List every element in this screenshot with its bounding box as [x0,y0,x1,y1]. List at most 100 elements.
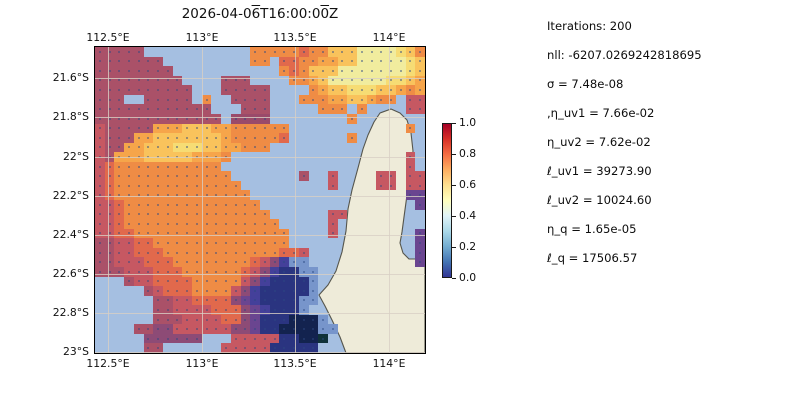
heatmap-cell [211,314,222,325]
heatmap-cell [395,75,406,86]
heatmap-cell [143,161,154,172]
heatmap-cell [250,295,260,306]
heatmap-cell [269,47,280,57]
heatmap-cell [114,75,125,86]
heatmap-cell [260,47,270,57]
heatmap-cell [211,305,222,315]
heatmap-cell [201,238,212,248]
heatmap-cell [337,47,348,57]
heatmap-cell [124,123,134,134]
heatmap-cell [298,266,309,277]
heatmap-cell [240,190,251,200]
heatmap-cell [143,75,154,86]
heatmap-cell [172,152,183,162]
heatmap-cell [95,56,105,67]
heatmap-cell [153,247,163,258]
heatmap-cell [230,133,241,143]
heatmap-cell [230,333,241,344]
heatmap-cell [221,247,231,258]
heatmap-cell [143,286,154,296]
heatmap-cell [153,66,163,76]
heatmap-cell [182,123,193,134]
heatmap-cell [182,133,193,143]
heatmap-cell [162,94,173,105]
heatmap-cell [221,305,231,315]
heatmap-cell [211,190,222,200]
heatmap-cell [230,209,241,220]
heatmap-cell [192,247,202,258]
heatmap-cell [221,190,231,200]
heatmap-cell [260,343,270,353]
heatmap-cell [308,85,319,95]
heatmap-cell [95,47,105,57]
heatmap-cell [182,113,193,124]
heatmap-cell [405,180,416,191]
heatmap-cell [250,266,260,277]
heatmap-cell [153,133,163,143]
heatmap-cell [230,123,241,134]
heatmap-cell [162,190,173,200]
heatmap-cell [230,142,241,153]
heatmap-cell [211,133,222,143]
heatmap-cell [153,295,163,306]
heatmap-cell [133,219,144,229]
heatmap-cell [182,333,193,344]
heatmap-cell [104,171,115,181]
heatmap-cell [260,104,270,114]
heatmap-cell [415,200,425,210]
heatmap-cell [124,104,134,114]
heatmap-cell [386,56,396,67]
heatmap-cell [114,219,125,229]
heatmap-cell [298,75,309,86]
heatmap-cell [357,94,367,105]
heatmap-cell [279,305,290,315]
heatmap-cell [172,190,183,200]
heatmap-cell [133,247,144,258]
heatmap-cell [124,180,134,191]
stat-line: Iterations: 200 [547,19,632,33]
heatmap-cell [260,257,270,267]
heatmap-cell [298,171,309,181]
heatmap-cell [201,295,212,306]
heatmap-cell [260,133,270,143]
heatmap-cell [269,219,280,229]
heatmap-cell [289,66,299,76]
heatmap-cell [172,94,183,105]
heatmap-cell [172,133,183,143]
heatmap-cell [153,171,163,181]
heatmap-cell [182,257,193,267]
heatmap-cell [221,209,231,220]
heatmap-cell [95,152,105,162]
heatmap-cell [182,171,193,181]
heatmap-cell [269,276,280,287]
heatmap-cell [162,314,173,325]
heatmap-cell [211,171,222,181]
heatmap-cell [172,276,183,287]
heatmap-cell [221,123,231,134]
heatmap-cell [201,94,212,105]
heatmap-cell [172,305,183,315]
heatmap-cell [405,161,416,172]
heatmap-cell [308,47,319,57]
heatmap-cell [260,314,270,325]
heatmap-cell [260,142,270,153]
heatmap-cell [104,104,115,114]
heatmap-cell [357,56,367,67]
heatmap-cell [182,228,193,239]
heatmap-cell [192,228,202,239]
heatmap-cell [327,171,338,181]
heatmap-cell [221,75,231,86]
heatmap-cell [240,324,251,334]
heatmap-cell [415,238,425,248]
heatmap-cell [114,94,125,105]
heatmap-cell [153,161,163,172]
heatmap-cell [124,75,134,86]
heatmap-cell [415,180,425,191]
heatmap-cell [162,238,173,248]
heatmap-cell [162,161,173,172]
heatmap-cell [298,324,309,334]
heatmap-cell [376,85,387,95]
heatmap-cell [133,47,144,57]
heatmap-cell [182,219,193,229]
heatmap-cell [405,47,416,57]
